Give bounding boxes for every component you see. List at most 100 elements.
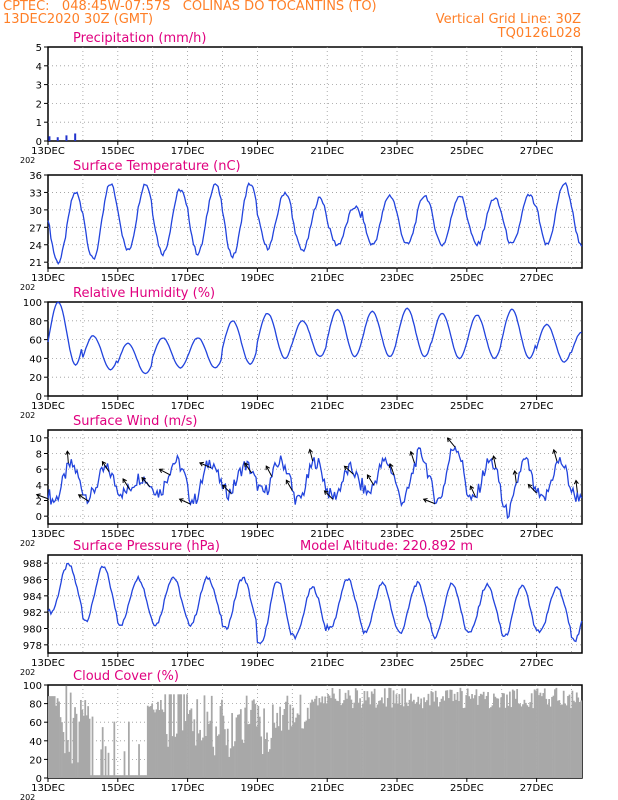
y-tick-label: 40 [29, 737, 42, 748]
cloud-bar [241, 739, 244, 778]
wind-arrow-head [141, 476, 146, 482]
y-tick-label: 0 [36, 512, 42, 523]
cloud-bar [511, 689, 514, 778]
wind-arrow-head [469, 485, 475, 491]
cloud-bar [127, 721, 130, 778]
cloud-bar [295, 717, 297, 778]
cloud-bar [493, 693, 495, 778]
cloud-bar [104, 746, 107, 778]
cloud-bar [84, 700, 87, 778]
wind-arrow [423, 498, 436, 505]
cloud-bar [395, 694, 398, 778]
cloud-bar [501, 692, 504, 778]
cloud-bar [421, 708, 424, 778]
cloud-bar [558, 700, 561, 778]
wind-arrow-head [221, 484, 227, 490]
cloud-bar [216, 735, 219, 778]
cloud-bar [389, 687, 392, 778]
wind-arrow [265, 465, 273, 477]
cloud-bar [289, 704, 292, 778]
cloud-bar [482, 691, 485, 778]
wind-arrow-head [552, 448, 558, 454]
cloud-bar [273, 722, 276, 778]
y-tick-label: 36 [29, 171, 42, 182]
cloud-bar [375, 707, 377, 778]
cloud-bar [418, 704, 421, 778]
cloud-bar [101, 727, 104, 778]
wind-arrow-head [422, 498, 428, 503]
cloud-bar [539, 692, 542, 778]
cloud-bar [429, 705, 431, 778]
cloud-bar [162, 712, 165, 778]
cloud-bar [234, 741, 236, 778]
cloud-bar [276, 712, 279, 778]
cloud-bar [197, 733, 200, 778]
y-tick-label: 24 [29, 241, 42, 252]
cloud-bar [411, 701, 414, 778]
wind-arrow [470, 485, 477, 498]
cloud-bar [100, 749, 103, 778]
cloud-bar [407, 705, 409, 778]
wind-arrow [514, 470, 517, 483]
cloud-bar [546, 704, 549, 778]
panel-title: Relative Humidity (%) [73, 286, 215, 301]
cloud-bar [125, 775, 127, 778]
cloud-bar [263, 708, 265, 778]
cloud-bar [200, 740, 203, 778]
series-line [47, 181, 583, 265]
x-tick-label: 25DEC [450, 273, 484, 284]
cloud-bar [545, 698, 548, 778]
wind-arrow [344, 465, 354, 475]
cloud-bar [91, 716, 94, 778]
cloud-bar [554, 689, 556, 778]
wind-arrow-head [77, 494, 83, 499]
cloud-bar [283, 709, 286, 778]
cloud-bar [452, 701, 455, 778]
cloud-bar [471, 694, 473, 778]
wind-arrow-head [366, 474, 372, 479]
cloud-bar [357, 702, 360, 778]
cloud-bar [325, 703, 328, 778]
cloud-bar [397, 703, 399, 778]
cloud-bar [570, 708, 572, 778]
cloud-bar [314, 698, 316, 778]
x-tick-label: 21DEC [310, 658, 344, 669]
cloud-bar [538, 695, 540, 778]
cloud-bar [424, 702, 427, 778]
cloud-bar [507, 705, 510, 778]
cloud-bar [190, 708, 193, 778]
cloud-bar [286, 695, 289, 778]
cloud-bar [378, 700, 380, 778]
panel-title: Surface Pressure (hPa) [73, 539, 220, 554]
cloud-bar [306, 707, 309, 778]
cloud-bar [269, 749, 271, 778]
cloud-bar [367, 697, 370, 778]
cloud-bar [565, 705, 568, 778]
cloud-bar [248, 723, 251, 778]
cloud-bar [414, 703, 417, 778]
cloud-bar [49, 696, 52, 778]
x-tick-label: 15DEC [101, 658, 135, 669]
cloud-bar [580, 700, 583, 778]
y-tick-label: 33 [29, 188, 42, 199]
y-tick-label: 20 [29, 755, 42, 766]
wind-arrow [309, 449, 314, 462]
cloud-bar [338, 688, 341, 778]
cloud-bar [228, 756, 231, 778]
x-tick-label: 13DEC [31, 146, 65, 157]
cloud-bar [221, 699, 223, 778]
cloud-bar [168, 694, 171, 778]
cloud-bar [535, 690, 537, 778]
wind-arrow [553, 449, 558, 462]
wind-arrow-head [35, 493, 41, 499]
x-tick-label: 17DEC [171, 273, 205, 284]
cloud-bar [529, 702, 532, 778]
cloud-bar [520, 706, 523, 778]
cloud-bar [103, 775, 106, 778]
cloud-bar [477, 704, 479, 778]
x-tick-label: 21DEC [310, 401, 344, 412]
year-label: 202 [20, 411, 35, 420]
cloud-bar [478, 696, 481, 778]
cloud-bar [210, 695, 213, 778]
cloud-bar [490, 707, 492, 778]
